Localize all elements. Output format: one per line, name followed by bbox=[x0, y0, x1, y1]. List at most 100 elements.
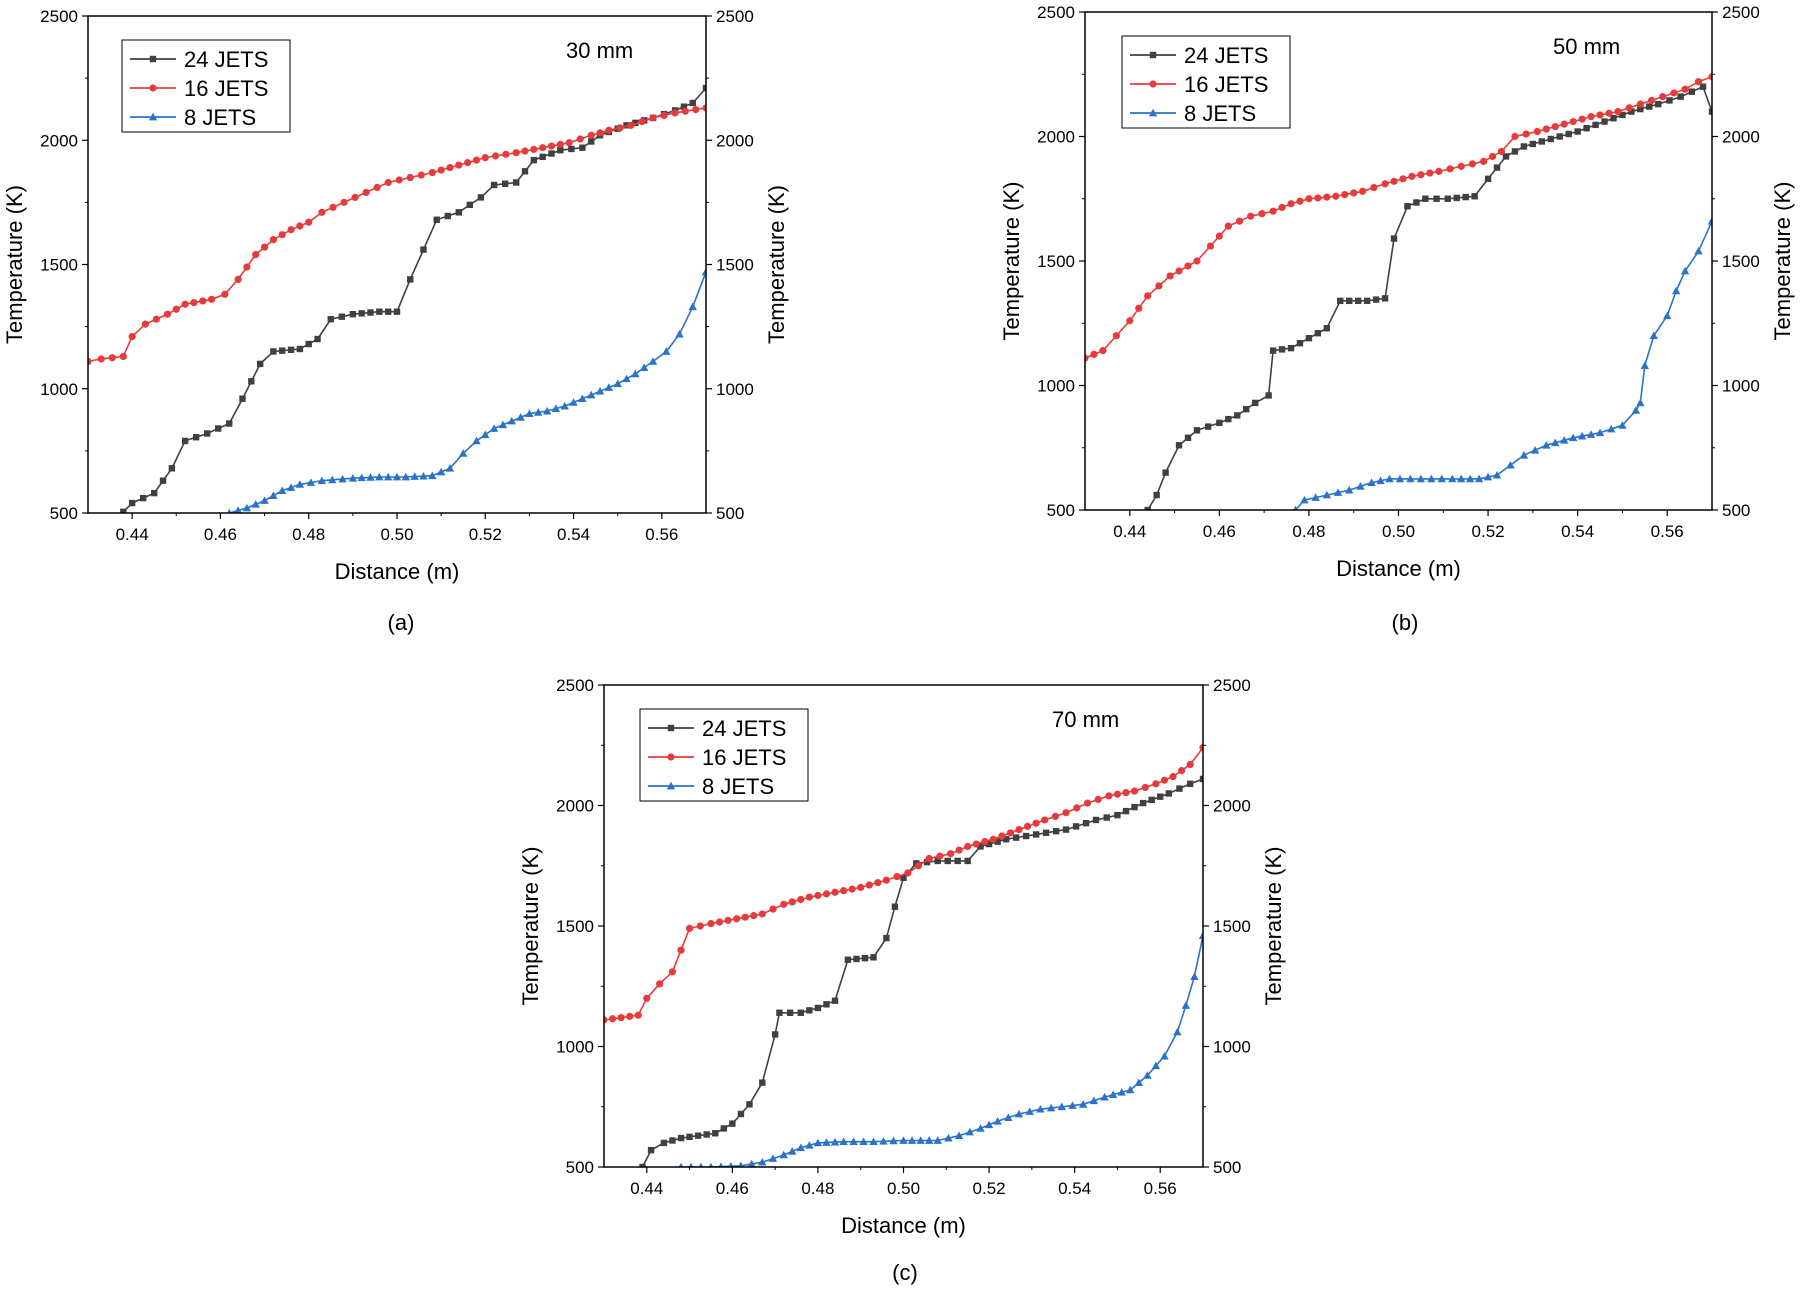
y-axis-title-right: Temperature (K) bbox=[1770, 182, 1795, 341]
data-point bbox=[976, 1124, 985, 1132]
data-point bbox=[1305, 334, 1313, 342]
legend-item-8-jets: 8 JETS bbox=[648, 774, 774, 799]
data-point bbox=[1542, 441, 1551, 449]
data-point bbox=[243, 263, 251, 271]
legend-marker bbox=[667, 724, 675, 732]
data-point bbox=[1433, 195, 1440, 202]
series-16-jets bbox=[88, 104, 706, 366]
data-point bbox=[392, 472, 402, 481]
data-point bbox=[669, 1137, 676, 1144]
series-line bbox=[641, 778, 1203, 1167]
data-point bbox=[234, 506, 242, 513]
legend: 24 JETS 16 JETS 8 JETS bbox=[121, 39, 291, 133]
data-point bbox=[964, 842, 972, 851]
series-line bbox=[88, 107, 706, 363]
legend-marker-shape bbox=[1149, 51, 1157, 59]
data-point bbox=[437, 166, 445, 174]
data-point bbox=[348, 474, 358, 482]
data-point bbox=[1153, 491, 1160, 499]
x-tick-label: 0.56 bbox=[1144, 1179, 1177, 1198]
data-point bbox=[1099, 347, 1107, 355]
data-point bbox=[632, 119, 639, 127]
data-point bbox=[1618, 421, 1627, 429]
data-point bbox=[428, 471, 437, 480]
data-point bbox=[119, 352, 127, 361]
data-point bbox=[1367, 478, 1376, 486]
data-point bbox=[1649, 331, 1658, 340]
data-point bbox=[840, 887, 848, 895]
data-point bbox=[1502, 153, 1510, 160]
data-point bbox=[1139, 799, 1147, 807]
data-point bbox=[1062, 809, 1070, 817]
data-point bbox=[1235, 217, 1244, 225]
data-point bbox=[530, 145, 538, 153]
data-point bbox=[1694, 246, 1703, 255]
data-point bbox=[1114, 811, 1121, 819]
y-axis-title-right: Temperature (K) bbox=[1261, 847, 1286, 1006]
x-tick-label: 0.44 bbox=[1113, 522, 1146, 541]
y-tick-label-right: 500 bbox=[1213, 1158, 1241, 1177]
data-point bbox=[1610, 115, 1617, 122]
data-point bbox=[420, 246, 427, 253]
data-point bbox=[477, 194, 485, 201]
legend-label: 8 JETS bbox=[184, 105, 256, 130]
data-point bbox=[1022, 832, 1030, 840]
data-point bbox=[1251, 399, 1259, 407]
data-point bbox=[776, 1009, 783, 1016]
axes: 0.44 0.46 0.48 0.50 0.52 0.54 0.56 500 500 1000 10… bbox=[556, 676, 1251, 1198]
legend-label: 16 JETS bbox=[1184, 72, 1268, 97]
data-point bbox=[1688, 88, 1696, 95]
x-tick-label: 0.56 bbox=[1651, 522, 1684, 541]
data-point bbox=[617, 1013, 625, 1022]
data-point bbox=[338, 474, 347, 483]
data-point bbox=[1052, 828, 1060, 835]
data-point bbox=[604, 383, 614, 391]
data-point bbox=[964, 857, 971, 865]
data-point bbox=[172, 305, 180, 313]
data-point bbox=[141, 320, 149, 328]
data-point bbox=[1224, 222, 1232, 230]
x-axis-title: Distance (m) bbox=[1336, 556, 1461, 581]
x-tick-label: 0.46 bbox=[204, 525, 237, 544]
data-point bbox=[904, 869, 912, 877]
data-point bbox=[1492, 470, 1502, 479]
data-point bbox=[1520, 143, 1528, 150]
data-point bbox=[433, 216, 440, 223]
panel-caption: (b) bbox=[1392, 610, 1419, 635]
data-point bbox=[1350, 189, 1358, 197]
data-point bbox=[1457, 474, 1466, 483]
data-point bbox=[203, 430, 211, 437]
data-point bbox=[1165, 790, 1172, 797]
plot-marks bbox=[1085, 73, 1712, 510]
data-point bbox=[569, 398, 578, 406]
data-point bbox=[1122, 789, 1130, 797]
data-point bbox=[1265, 392, 1272, 399]
data-point bbox=[889, 1136, 898, 1145]
data-point bbox=[954, 1131, 964, 1140]
data-point bbox=[1006, 829, 1015, 837]
data-point bbox=[865, 881, 873, 889]
data-point bbox=[128, 499, 136, 507]
data-point bbox=[882, 876, 890, 884]
data-point bbox=[1595, 428, 1605, 437]
data-point bbox=[1166, 272, 1174, 280]
data-point bbox=[260, 496, 269, 504]
legend-marker-shape bbox=[666, 781, 676, 790]
data-point bbox=[1278, 203, 1286, 212]
y-tick-label-right: 500 bbox=[716, 504, 744, 523]
legend-marker-shape bbox=[1148, 108, 1158, 117]
data-point bbox=[965, 1127, 975, 1136]
data-point bbox=[1068, 1101, 1077, 1109]
data-point bbox=[1448, 474, 1457, 483]
data-point bbox=[1583, 125, 1590, 132]
x-tick-label: 0.50 bbox=[887, 1179, 920, 1198]
data-point bbox=[472, 156, 481, 164]
data-point bbox=[215, 425, 222, 432]
data-point bbox=[1199, 744, 1203, 752]
data-point bbox=[1311, 493, 1320, 501]
data-point bbox=[1113, 790, 1122, 798]
x-tick-label: 0.46 bbox=[1203, 522, 1236, 541]
data-point bbox=[1057, 1102, 1067, 1111]
data-point bbox=[640, 363, 649, 371]
data-point bbox=[1293, 505, 1298, 510]
